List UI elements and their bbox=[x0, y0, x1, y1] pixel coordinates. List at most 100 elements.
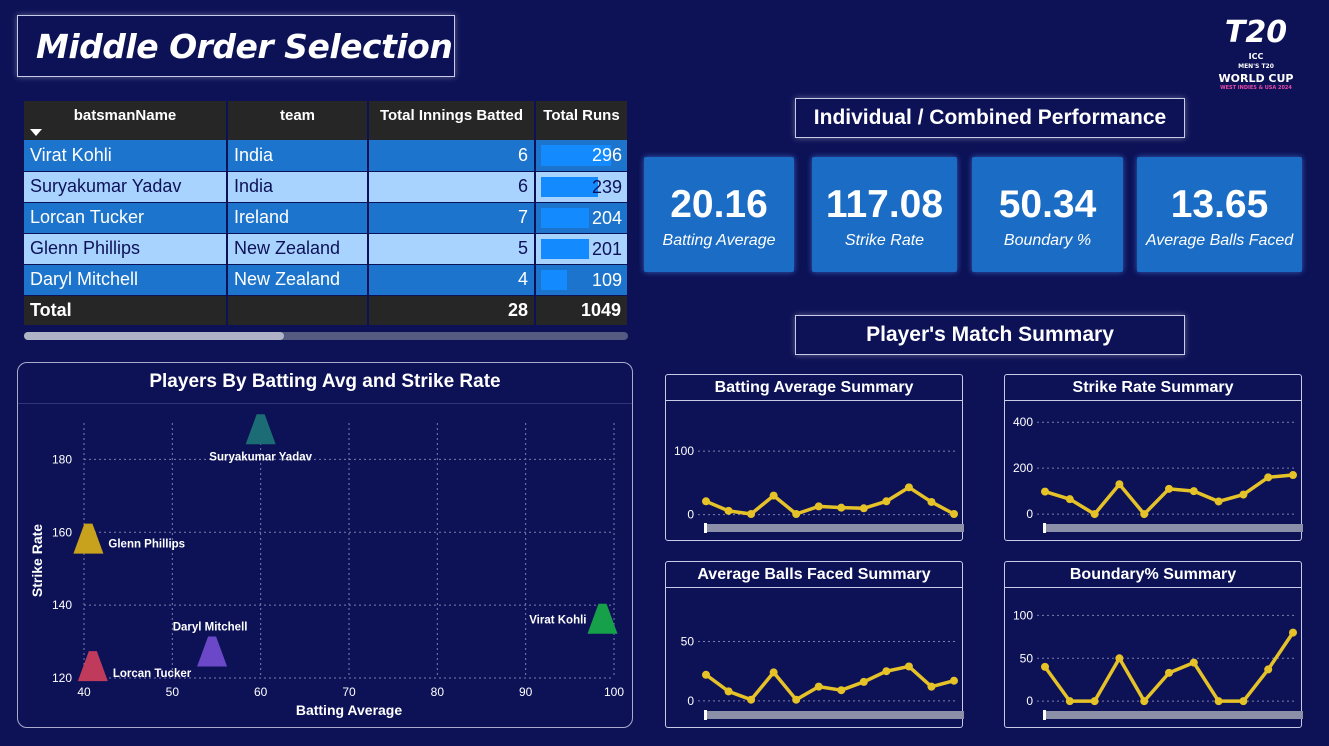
chart-scrollbar[interactable] bbox=[1043, 524, 1303, 532]
scatter-point[interactable] bbox=[77, 651, 108, 682]
y-tick-label: 0 bbox=[687, 508, 694, 522]
column-header-runs[interactable]: Total Runs bbox=[535, 101, 629, 140]
t20-world-cup-logo: T20 ICC MEN'S T20 WORLD CUP WEST INDIES … bbox=[1212, 16, 1300, 96]
line-point[interactable] bbox=[1065, 495, 1074, 504]
column-header-innings[interactable]: Total Innings Batted bbox=[368, 101, 536, 140]
line-point[interactable] bbox=[882, 667, 891, 676]
line-point[interactable] bbox=[1140, 510, 1149, 519]
logo-mens: MEN'S T20 bbox=[1238, 63, 1274, 70]
table-row[interactable]: Lorcan Tucker Ireland 7 204 bbox=[24, 202, 629, 234]
line-point[interactable] bbox=[814, 502, 823, 511]
line-point[interactable] bbox=[1189, 658, 1198, 667]
line-point[interactable] bbox=[950, 510, 958, 519]
runs-value: 201 bbox=[591, 238, 622, 259]
line-point[interactable] bbox=[1264, 665, 1273, 674]
line-point[interactable] bbox=[1165, 484, 1173, 493]
chart-scrollbar[interactable] bbox=[1043, 711, 1303, 719]
table-row[interactable]: Daryl Mitchell New Zealand 4 109 bbox=[24, 264, 629, 296]
line-point[interactable] bbox=[1289, 471, 1297, 480]
line-point[interactable] bbox=[1115, 654, 1124, 663]
line-point[interactable] bbox=[1115, 480, 1124, 489]
line-point[interactable] bbox=[859, 677, 868, 686]
runs-value: 109 bbox=[591, 269, 622, 290]
logo-host: WEST INDIES & USA 2024 bbox=[1220, 85, 1292, 91]
line-point[interactable] bbox=[859, 504, 868, 513]
batting-average-line-chart[interactable]: 0 100 bbox=[666, 401, 964, 541]
column-header-batsman[interactable]: batsmanName bbox=[24, 101, 228, 140]
line-point[interactable] bbox=[1214, 497, 1223, 506]
line-point[interactable] bbox=[1165, 668, 1173, 677]
scrollbar-handle[interactable] bbox=[704, 523, 707, 533]
line-point[interactable] bbox=[769, 491, 778, 500]
line-point[interactable] bbox=[837, 686, 846, 695]
table-row[interactable]: Suryakumar Yadav India 6 239 bbox=[24, 171, 629, 203]
kpi-label: Average Balls Faced bbox=[1145, 232, 1294, 249]
line-point[interactable] bbox=[950, 676, 958, 685]
line-point[interactable] bbox=[1264, 473, 1273, 482]
cell-total-runs: 204 bbox=[535, 202, 629, 234]
average-balls-faced-line-chart[interactable]: 0 50 bbox=[666, 588, 964, 728]
line-point[interactable] bbox=[814, 682, 823, 691]
line-point[interactable] bbox=[792, 510, 801, 519]
line-point[interactable] bbox=[1090, 697, 1099, 706]
scrollbar-handle[interactable] bbox=[1043, 523, 1046, 533]
page-title-box: Middle Order Selection bbox=[17, 15, 455, 77]
scatter-point[interactable] bbox=[73, 523, 104, 554]
line-point[interactable] bbox=[724, 687, 733, 696]
chart-scrollbar[interactable] bbox=[704, 524, 964, 532]
scatter-point[interactable] bbox=[197, 636, 228, 667]
table-horizontal-scrollbar[interactable] bbox=[24, 332, 628, 340]
line-point[interactable] bbox=[1189, 487, 1198, 496]
kpi-value: 13.65 bbox=[1170, 183, 1269, 226]
match-summary-header: Player's Match Summary bbox=[795, 315, 1185, 355]
scatter-point[interactable] bbox=[587, 603, 618, 634]
cell-innings: 4 bbox=[368, 264, 536, 296]
cell-team: New Zealand bbox=[227, 264, 369, 296]
line-point[interactable] bbox=[927, 682, 936, 691]
scrollbar-thumb[interactable] bbox=[24, 332, 284, 340]
boundary-percent-line-chart[interactable]: 0 50 100 bbox=[1005, 588, 1303, 728]
x-tick-label: 100 bbox=[604, 685, 624, 699]
column-header-team[interactable]: team bbox=[227, 101, 369, 140]
table-total-row: Total 28 1049 bbox=[24, 295, 629, 326]
line-point[interactable] bbox=[927, 497, 936, 506]
line-point[interactable] bbox=[882, 497, 891, 506]
runs-data-bar bbox=[541, 238, 589, 259]
table-row[interactable]: Virat Kohli India 6 296 bbox=[24, 140, 629, 172]
y-tick-label: 100 bbox=[1013, 608, 1033, 622]
line-point[interactable] bbox=[702, 670, 710, 679]
scrollbar-handle[interactable] bbox=[704, 710, 707, 720]
line-point[interactable] bbox=[747, 510, 756, 519]
strike-rate-line-chart[interactable]: 0 200 400 bbox=[1005, 401, 1303, 541]
table-row[interactable]: Glenn Phillips New Zealand 5 201 bbox=[24, 233, 629, 265]
sort-desc-icon[interactable] bbox=[30, 129, 42, 136]
cell-team: India bbox=[227, 171, 369, 203]
line-point[interactable] bbox=[1289, 628, 1297, 637]
chart-scrollbar[interactable] bbox=[704, 711, 964, 719]
line-point[interactable] bbox=[769, 668, 778, 677]
line-point[interactable] bbox=[904, 483, 913, 492]
divider bbox=[18, 403, 632, 404]
line-point[interactable] bbox=[1041, 487, 1049, 496]
line-point[interactable] bbox=[724, 506, 733, 515]
scrollbar-handle[interactable] bbox=[1043, 710, 1046, 720]
series-line bbox=[705, 485, 955, 516]
line-point[interactable] bbox=[792, 695, 801, 704]
line-point[interactable] bbox=[747, 695, 756, 704]
line-point[interactable] bbox=[1214, 697, 1223, 706]
line-point[interactable] bbox=[837, 503, 846, 512]
line-point[interactable] bbox=[1239, 490, 1248, 499]
line-point[interactable] bbox=[904, 662, 913, 671]
scatter-chart[interactable]: 40 50 60 70 80 90 100 120 140 160 180 Batting Avera… bbox=[18, 363, 632, 727]
line-point[interactable] bbox=[1140, 697, 1149, 706]
logo-icc: ICC bbox=[1248, 52, 1264, 61]
scatter-point[interactable] bbox=[245, 414, 276, 445]
total-label: Total bbox=[24, 295, 228, 326]
series-line bbox=[704, 664, 955, 702]
line-point[interactable] bbox=[1065, 697, 1074, 706]
line-point[interactable] bbox=[1090, 510, 1099, 519]
batsman-table: batsmanName team Total Innings Batted To… bbox=[24, 101, 629, 326]
line-point[interactable] bbox=[1239, 697, 1248, 706]
line-point[interactable] bbox=[702, 497, 710, 506]
line-point[interactable] bbox=[1041, 662, 1049, 671]
